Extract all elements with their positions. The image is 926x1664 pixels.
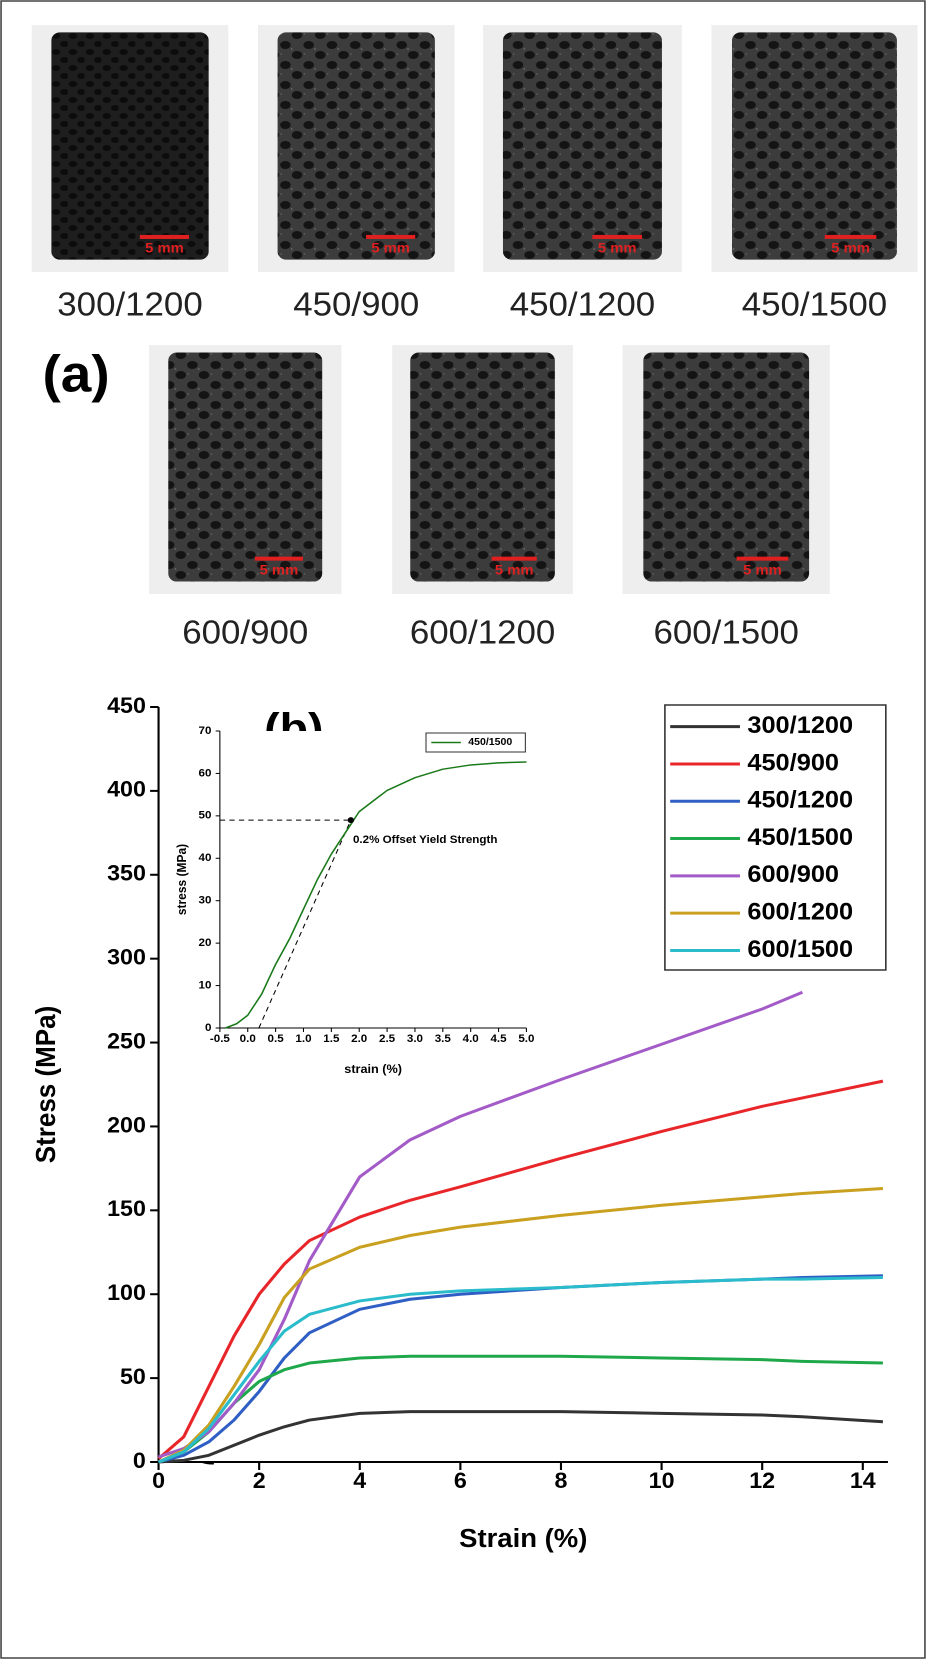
x-tick-label: 4.0 [463, 1033, 479, 1045]
sample-photo [643, 352, 810, 582]
y-tick-label: 50 [198, 810, 211, 822]
y-tick-label: 50 [120, 1364, 146, 1388]
sample-photo [168, 352, 323, 582]
sample-label: 450/900 [293, 287, 419, 324]
legend-label: 450/1500 [468, 737, 512, 748]
scale-bar [736, 556, 789, 561]
y-tick-label: 60 [198, 768, 211, 780]
x-tick-label: 14 [850, 1468, 876, 1492]
scale-bar-label: 5 mm [598, 241, 637, 257]
scale-bar [592, 234, 643, 239]
y-tick-label: 300 [107, 945, 146, 969]
sample-photo [502, 32, 662, 260]
data-line [225, 761, 527, 1029]
legend-label: 600/1200 [747, 899, 853, 925]
x-tick-label: 4.5 [490, 1033, 506, 1045]
sample-label: 450/1200 [510, 287, 655, 324]
x-tick-label: 4 [353, 1468, 366, 1492]
sample-label: 600/900 [182, 615, 308, 652]
x-tick-label: 0 [152, 1468, 165, 1492]
legend-label: 600/1500 [747, 936, 853, 962]
x-tick-label: 0.5 [268, 1033, 284, 1045]
y-tick-label: 400 [107, 777, 146, 801]
panel-label: (a) [43, 346, 110, 403]
legend-box [425, 732, 526, 753]
x-tick-label: 1.5 [323, 1033, 339, 1045]
data-line [157, 1079, 884, 1460]
legend-label: 450/1200 [747, 787, 853, 813]
x-tick-label: 5.0 [518, 1033, 534, 1045]
x-tick-label: 8 [555, 1468, 568, 1492]
sample-label: 300/1200 [57, 287, 202, 324]
y-tick-label: 20 [198, 937, 211, 949]
y-tick-label: 250 [107, 1029, 146, 1053]
annotation-text: 0.2% Offset Yield Strength [353, 834, 498, 846]
x-tick-label: 6 [454, 1468, 467, 1492]
scale-bar [254, 556, 303, 561]
sample-label: 450/1500 [742, 287, 887, 324]
x-axis-label: strain (%) [344, 1062, 402, 1076]
y-axis-label: Stress (MPa) [30, 1006, 61, 1163]
scale-bar-label: 5 mm [743, 563, 782, 579]
sample-photo [410, 352, 555, 582]
y-tick-label: 450 [107, 693, 146, 717]
scale-bar [491, 556, 537, 561]
legend-label: 450/900 [747, 750, 839, 776]
scale-bar-label: 5 mm [145, 241, 184, 257]
legend-label: 300/1200 [747, 713, 853, 739]
y-tick-label: 40 [198, 852, 211, 864]
y-tick-label: 30 [198, 895, 211, 907]
sample-photo [51, 32, 209, 260]
scale-bar-label: 5 mm [371, 241, 410, 257]
x-tick-label: 10 [649, 1468, 675, 1492]
data-line [158, 1410, 884, 1464]
data-line [158, 990, 804, 1459]
y-tick-label: 0 [133, 1448, 146, 1472]
legend-label: 450/1500 [747, 824, 853, 850]
x-tick-label: 2.0 [351, 1033, 367, 1045]
x-tick-label: 12 [749, 1468, 775, 1492]
scale-bar-label: 5 mm [495, 563, 534, 579]
sample-photo [277, 32, 435, 260]
y-tick-label: 70 [198, 725, 211, 737]
data-line [157, 1187, 884, 1464]
x-tick-label: 1.0 [295, 1033, 311, 1045]
x-tick-label: 3.5 [435, 1033, 451, 1045]
x-tick-label: 2 [253, 1468, 266, 1492]
data-line [157, 1275, 883, 1464]
y-tick-label: 150 [107, 1197, 146, 1221]
y-tick-label: 200 [107, 1113, 146, 1137]
scale-bar [824, 234, 877, 239]
x-tick-label: -0.5 [210, 1033, 230, 1045]
scale-bar-label: 5 mm [831, 241, 870, 257]
sample-photo [732, 32, 897, 260]
y-tick-label: 100 [107, 1281, 146, 1305]
x-axis-label: Strain (%) [459, 1524, 587, 1553]
y-tick-label: 10 [198, 980, 211, 992]
sample-label: 600/1500 [653, 615, 798, 652]
plot-area [219, 731, 527, 1028]
x-tick-label: 3.0 [407, 1033, 423, 1045]
scale-bar-label: 5 mm [260, 563, 299, 579]
y-tick-label: 350 [107, 861, 146, 885]
y-tick-label: 0 [205, 1022, 211, 1034]
scale-bar [366, 234, 416, 239]
legend-label: 600/900 [747, 862, 839, 888]
offset-line [258, 819, 352, 1029]
sample-label: 600/1200 [410, 615, 555, 652]
yield-point [347, 817, 355, 824]
scale-bar [139, 234, 190, 239]
y-axis-label: stress (MPa) [175, 844, 189, 915]
x-tick-label: 0.0 [240, 1033, 256, 1045]
x-tick-label: 2.5 [379, 1033, 395, 1045]
